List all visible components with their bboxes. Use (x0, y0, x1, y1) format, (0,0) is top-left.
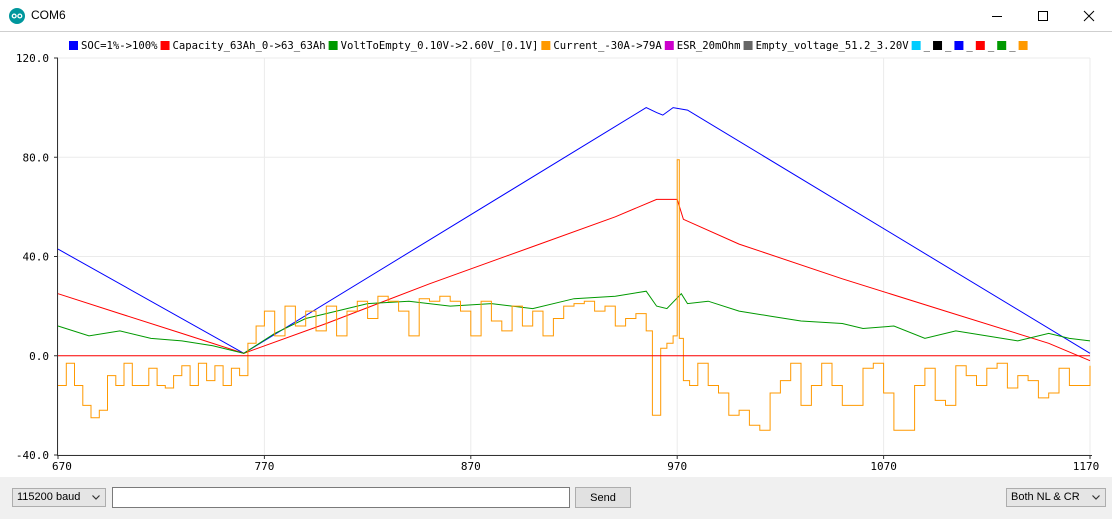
legend-swatch (160, 41, 170, 50)
legend-swatch (743, 41, 753, 50)
y-tick-label: 40.0 (23, 251, 50, 264)
x-tick-label: 1070 (870, 460, 897, 473)
x-tick-label: 870 (461, 460, 481, 473)
legend-swatch (911, 41, 921, 50)
maximize-button[interactable] (1020, 0, 1066, 31)
legend-swatch (954, 41, 964, 50)
legend-swatch (328, 41, 338, 50)
y-tick-label: -40.0 (16, 449, 49, 462)
legend-label: VoltToEmpty_0.10V->2.60V_[0.1V] (341, 40, 539, 52)
chevron-down-icon (92, 495, 100, 500)
serial-plotter: 120.0 80.0 40.0 0.0 -40.0 670 770 870 970 1070 117… (0, 31, 1112, 478)
send-button[interactable]: Send (575, 487, 631, 508)
legend-swatch (1018, 41, 1028, 50)
y-tick-label: 120.0 (16, 52, 49, 65)
legend-swatch (69, 41, 78, 50)
legend-swatch (975, 41, 985, 50)
legend-label: Capacity_63Ah_0->63_63Ah (173, 40, 326, 52)
minimize-icon (992, 15, 1002, 17)
title-bar: COM6 (0, 0, 1112, 31)
legend-swatch (933, 41, 943, 50)
legend-swatch (997, 41, 1007, 50)
series-lines (57, 107, 1091, 431)
baud-rate-value: 115200 baud (17, 491, 81, 503)
x-tick-label: 970 (667, 460, 687, 473)
minimize-button[interactable] (974, 0, 1020, 31)
legend-label: _ (966, 40, 973, 52)
legend-swatch (541, 41, 551, 50)
x-tick-label: 670 (52, 460, 72, 473)
close-icon (1083, 10, 1095, 21)
series-line-0 (57, 107, 1091, 354)
window-title: COM6 (31, 8, 66, 22)
y-tick-label: 80.0 (23, 151, 50, 164)
legend: SOC=1%->100% Capacity_63Ah_0->63_63Ah Volt… (69, 40, 1028, 52)
serial-command-input[interactable] (112, 487, 570, 508)
legend-swatch (664, 41, 674, 50)
y-tick-label: 0.0 (29, 350, 49, 363)
serial-toolbar: 115200 baud Send Both NL & CR (0, 477, 1112, 519)
legend-label: _ (1009, 40, 1016, 52)
series-line-2 (57, 290, 1091, 354)
line-ending-select[interactable]: Both NL & CR (1006, 488, 1106, 507)
legend-label: ESR_20mOhm (677, 40, 741, 52)
x-tick-label: 770 (254, 460, 274, 473)
chevron-down-icon (1092, 495, 1100, 500)
legend-label: _ (945, 40, 952, 52)
legend-label: Current_-30A->79A (553, 40, 662, 52)
legend-label: _ (924, 40, 931, 52)
legend-label: _ (988, 40, 995, 52)
legend-label: SOC=1%->100% (81, 40, 158, 52)
maximize-icon (1038, 10, 1048, 21)
line-ending-value: Both NL & CR (1011, 491, 1080, 503)
close-button[interactable] (1066, 0, 1112, 31)
series-line-3 (58, 159, 1091, 431)
arduino-logo-icon (9, 8, 25, 24)
baud-rate-select[interactable]: 115200 baud (12, 488, 106, 507)
x-tick-label: 1170 (1073, 460, 1100, 473)
series-line-1 (57, 198, 1091, 362)
legend-label: Empty_voltage_51.2_3.20V (756, 40, 910, 52)
